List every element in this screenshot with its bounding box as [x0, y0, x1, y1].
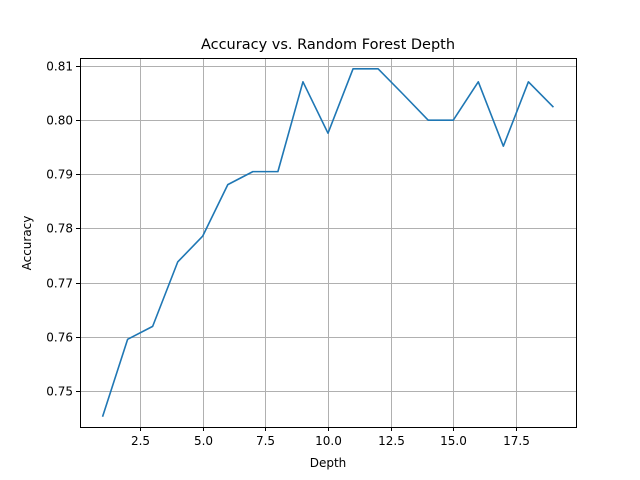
- y-tick-label: 0.81: [46, 60, 73, 74]
- y-tick-label: 0.80: [46, 114, 73, 128]
- x-tick-label: 5.0: [194, 434, 213, 448]
- accuracy-series-line: [101, 68, 555, 417]
- x-axis-label: Depth: [310, 456, 347, 470]
- y-tick-label: 0.75: [46, 385, 73, 399]
- y-tick-label: 0.77: [46, 277, 73, 291]
- tick-layer: 2.5 5.0 7.5 10.0 12.5 15.0 17.5 0.75 0.76 0.77 0.7…: [46, 60, 530, 449]
- series-layer: [101, 68, 555, 417]
- chart-title: Accuracy vs. Random Forest Depth: [201, 37, 455, 53]
- x-tick-label: 17.5: [503, 434, 530, 448]
- y-axis-label: Accuracy: [20, 216, 34, 271]
- x-tick-label: 7.5: [256, 434, 275, 448]
- grid-layer: [80, 58, 576, 427]
- x-tick-label: 10.0: [315, 434, 342, 448]
- x-tick-label: 12.5: [378, 434, 405, 448]
- y-tick-label: 0.76: [46, 331, 73, 345]
- y-tick-label: 0.78: [46, 222, 73, 236]
- x-tick-label: 2.5: [131, 434, 150, 448]
- y-tick-label: 0.79: [46, 168, 73, 182]
- x-tick-label: 15.0: [440, 434, 467, 448]
